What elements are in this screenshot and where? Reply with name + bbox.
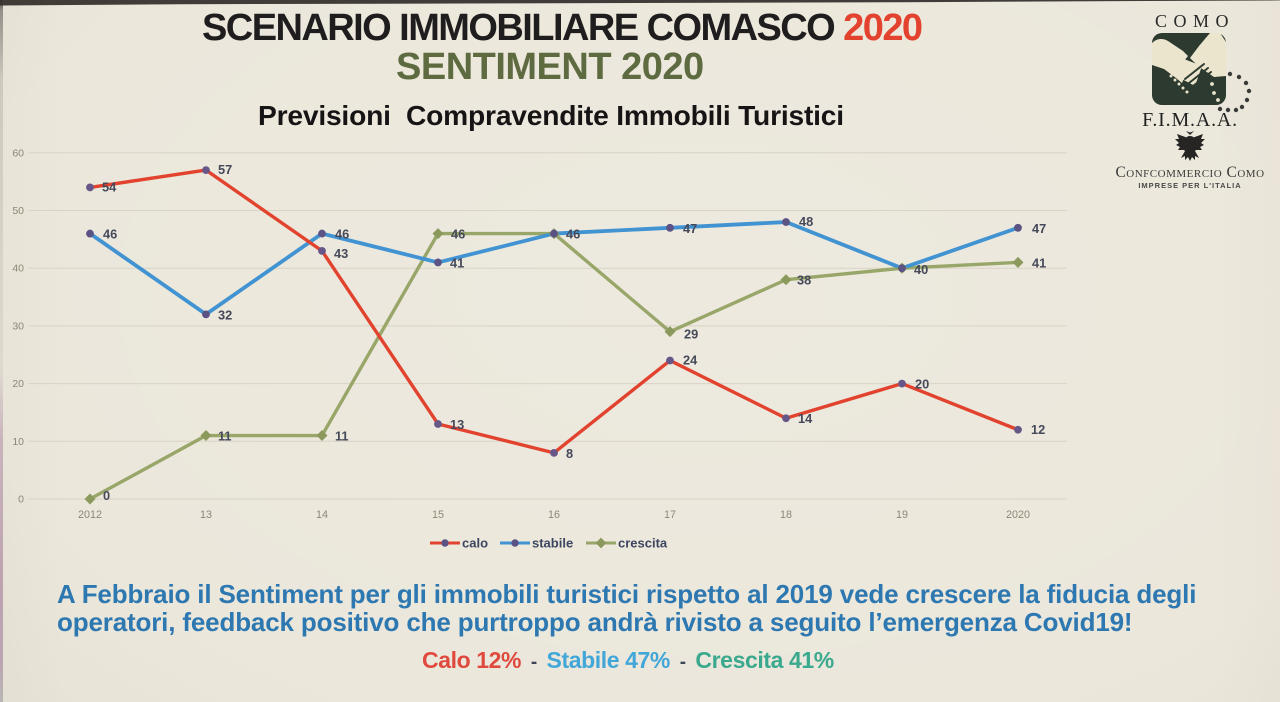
svg-text:47: 47 — [683, 221, 697, 236]
svg-text:13: 13 — [450, 417, 464, 432]
svg-text:2012: 2012 — [78, 509, 102, 521]
svg-text:0: 0 — [103, 488, 110, 503]
svg-text:29: 29 — [684, 327, 698, 342]
svg-text:13: 13 — [200, 509, 212, 521]
svg-text:18: 18 — [780, 509, 792, 521]
svg-text:60: 60 — [12, 147, 24, 159]
svg-text:57: 57 — [218, 162, 232, 177]
svg-text:12: 12 — [1031, 422, 1045, 437]
svg-text:11: 11 — [218, 429, 232, 444]
svg-text:0: 0 — [18, 494, 24, 506]
svg-text:14: 14 — [798, 411, 813, 426]
svg-text:38: 38 — [797, 273, 811, 288]
svg-text:15: 15 — [432, 509, 444, 521]
svg-text:stabile: stabile — [532, 536, 573, 551]
svg-text:50: 50 — [12, 205, 24, 217]
svg-text:calo: calo — [462, 536, 488, 551]
svg-text:19: 19 — [896, 509, 908, 521]
svg-text:46: 46 — [103, 227, 117, 242]
svg-text:2020: 2020 — [1006, 509, 1030, 521]
svg-text:46: 46 — [451, 227, 465, 242]
svg-text:10: 10 — [12, 436, 24, 448]
svg-text:16: 16 — [548, 509, 560, 521]
svg-text:43: 43 — [334, 246, 348, 261]
svg-text:30: 30 — [12, 320, 24, 332]
svg-text:20: 20 — [915, 377, 929, 392]
svg-text:40: 40 — [12, 263, 24, 275]
svg-text:8: 8 — [566, 446, 573, 461]
svg-text:40: 40 — [914, 262, 928, 277]
svg-text:11: 11 — [335, 429, 349, 444]
svg-text:17: 17 — [664, 509, 676, 521]
svg-text:crescita: crescita — [618, 536, 668, 551]
svg-text:48: 48 — [799, 214, 813, 229]
svg-text:14: 14 — [316, 509, 328, 521]
svg-text:20: 20 — [12, 378, 24, 390]
svg-text:41: 41 — [1032, 255, 1046, 270]
svg-text:41: 41 — [450, 255, 464, 270]
svg-text:46: 46 — [335, 227, 349, 242]
svg-text:54: 54 — [102, 179, 117, 194]
svg-text:47: 47 — [1032, 221, 1046, 236]
svg-text:24: 24 — [683, 353, 698, 368]
svg-text:32: 32 — [218, 307, 232, 322]
svg-text:46: 46 — [566, 227, 580, 242]
